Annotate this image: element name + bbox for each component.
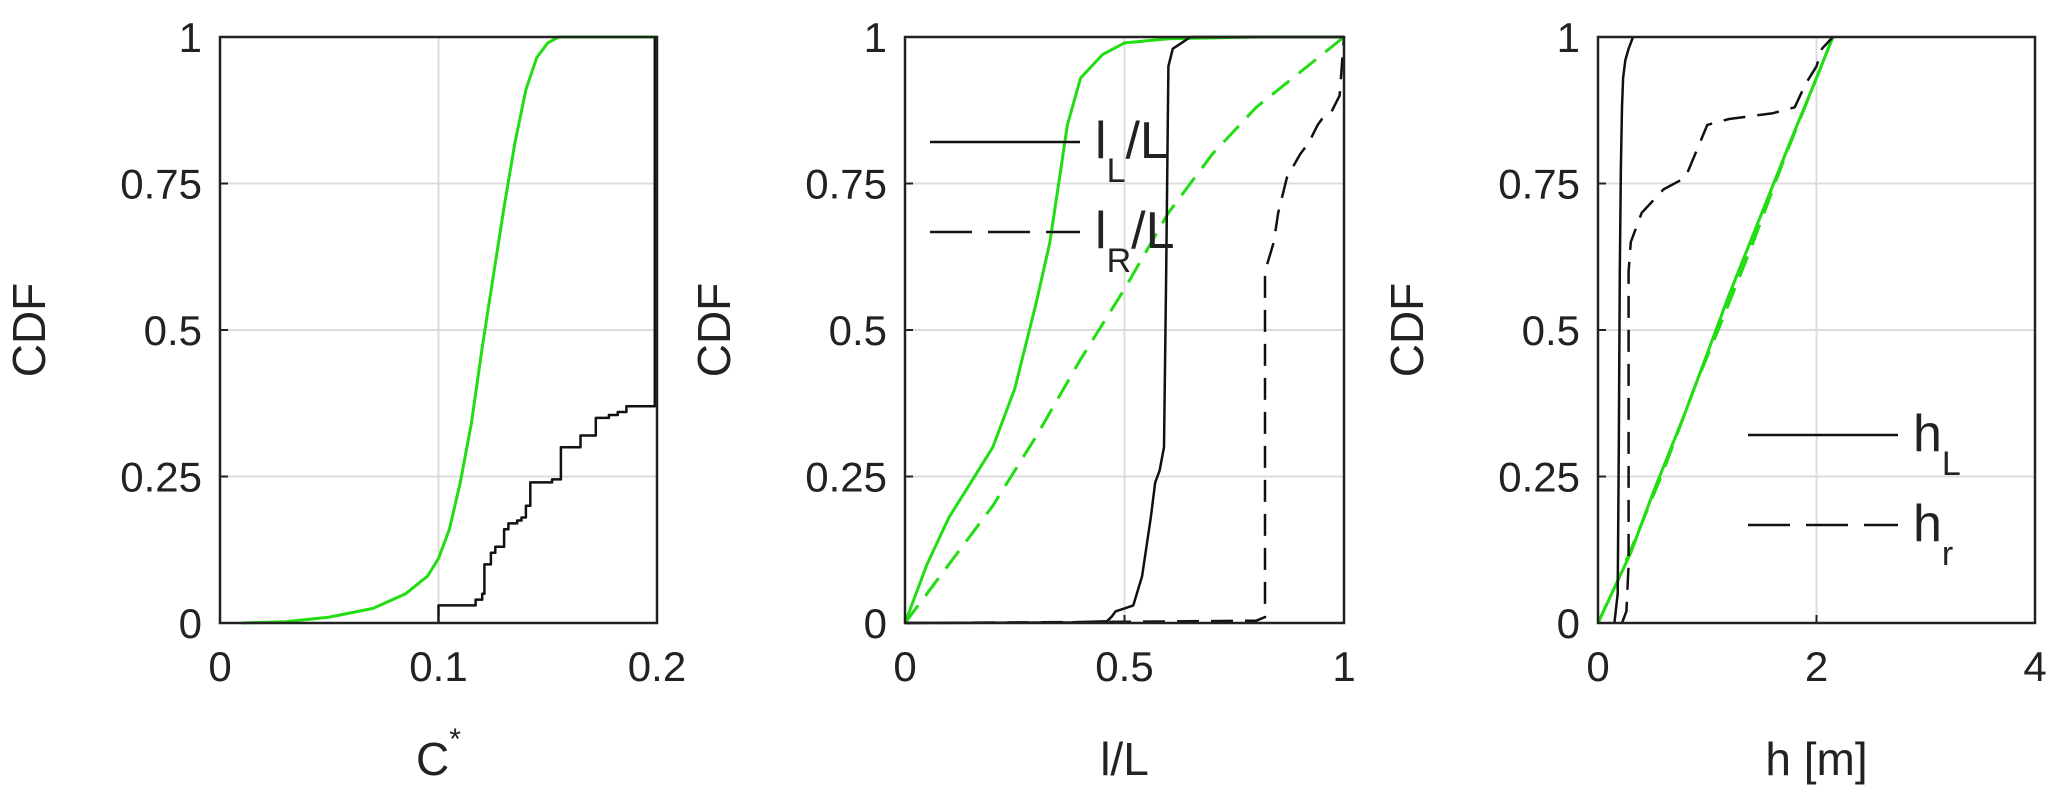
chart-panel-h: 0 2 4 0 0.25 0.5 0.75 1 CDF h [m] hL hr — [1381, 14, 2047, 785]
chart-panel-l-over-L: 0 0.5 1 0 0.25 0.5 0.75 1 CDF l/L lL/L lR/L — [688, 14, 1356, 785]
y-tick-label: 0.5 — [829, 307, 887, 354]
chart-panel-c-star: 0 0.1 0.2 0 0.25 0.5 0.75 1 CDF C* — [3, 14, 686, 785]
x-tick-label: 0 — [1586, 643, 1609, 690]
series-line-green-solid — [241, 35, 657, 625]
x-axis-label: l/L — [1100, 733, 1149, 785]
x-tick-label: 2 — [1805, 643, 1828, 690]
series-line-black-solid — [904, 35, 1344, 625]
x-tick-label: 0.1 — [409, 643, 467, 690]
x-axis-label: h [m] — [1765, 733, 1867, 785]
series-line-black-solid — [437, 37, 657, 623]
legend-label: hL — [1913, 405, 1961, 483]
x-tick-label: 4 — [2023, 643, 2046, 690]
legend-label: lR/L — [1095, 202, 1175, 280]
series-line-black-solid — [1613, 36, 1635, 624]
series-line-green-dashed — [1596, 36, 1835, 624]
y-tick-label: 0 — [864, 600, 887, 647]
y-tick-label: 0.5 — [144, 307, 202, 354]
y-tick-label: 1 — [179, 14, 202, 61]
y-tick-label: 0.75 — [1498, 161, 1580, 208]
y-tick-label: 0 — [1557, 600, 1580, 647]
y-tick-label: 0.25 — [120, 454, 202, 501]
y-tick-label: 0.75 — [805, 161, 887, 208]
y-tick-label: 0.25 — [805, 454, 887, 501]
x-tick-label: 0.2 — [628, 643, 686, 690]
y-axis-label: CDF — [688, 283, 740, 378]
y-tick-label: 0.5 — [1522, 307, 1580, 354]
y-tick-label: 1 — [864, 14, 887, 61]
y-axis-label: CDF — [3, 283, 55, 378]
x-tick-label: 0 — [208, 643, 231, 690]
legend-label: lL/L — [1095, 112, 1169, 190]
series-line-green-solid — [903, 35, 1344, 624]
series-line-green-dashed — [903, 35, 1345, 624]
legend-label: hr — [1913, 495, 1953, 573]
x-tick-label: 1 — [1332, 643, 1355, 690]
series-line-black-dashed — [1620, 36, 1834, 624]
y-tick-label: 0.75 — [120, 161, 202, 208]
y-axis-label: CDF — [1381, 283, 1433, 378]
y-tick-label: 0 — [179, 600, 202, 647]
series-line-black-dashed — [904, 36, 1346, 625]
x-tick-label: 0 — [893, 643, 916, 690]
x-tick-label: 0.5 — [1095, 643, 1153, 690]
y-tick-label: 0.25 — [1498, 454, 1580, 501]
y-tick-label: 1 — [1557, 14, 1580, 61]
x-axis-label: C* — [416, 723, 461, 785]
